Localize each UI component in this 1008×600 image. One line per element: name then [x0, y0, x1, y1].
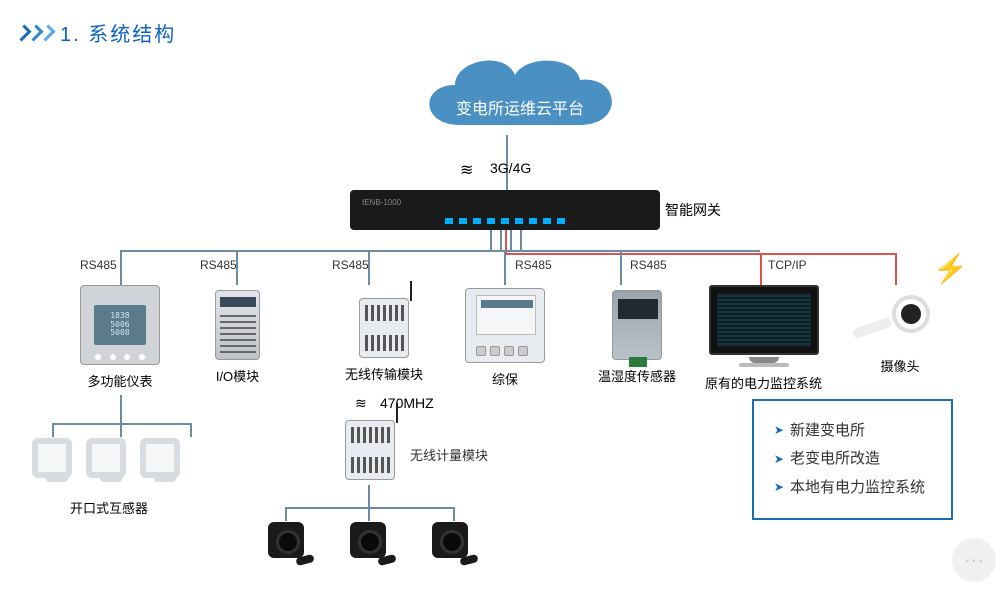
cloud-label: 变电所运维云平台 — [410, 95, 630, 119]
smart-gateway: IENB-1000 — [350, 190, 660, 230]
device-label: 多功能仪表 — [87, 371, 152, 390]
wifi-icon: ≋ — [355, 395, 367, 412]
sub-wireless-label: 无线计量模块 — [410, 445, 488, 464]
drop-line-alt — [895, 253, 897, 285]
list-item: ➤新建变电所 — [774, 417, 925, 446]
transformer-label: 开口式互感器 — [70, 498, 148, 517]
device-meter: 1838 5006 5008 多功能仪表 — [80, 285, 160, 390]
device-label: 温湿度传感器 — [598, 366, 676, 385]
device-monitor-system: 原有的电力监控系统 — [705, 285, 822, 392]
ct-drop — [52, 423, 54, 437]
chevron-icon-group — [18, 26, 52, 40]
list-item: ➤老变电所改造 — [774, 445, 925, 474]
sub-drop — [368, 485, 370, 507]
meter-drop — [120, 395, 122, 423]
device-label: 无线传输模块 — [345, 364, 423, 383]
page-header: 1. 系统结构 — [18, 18, 176, 47]
gateway-brand-label: IENB-1000 — [362, 198, 401, 207]
protocol-label: TCP/IP — [768, 258, 807, 272]
meter-readout: 5008 — [110, 329, 129, 338]
protocol-label: RS485 — [332, 258, 369, 272]
freq-label: 470MHZ — [380, 395, 434, 411]
camera-lens-icon — [892, 295, 930, 333]
lightning-bolt-icon: ⚡ — [933, 252, 968, 285]
antenna-icon — [396, 403, 398, 423]
list-item: ➤本地有电力监控系统 — [774, 474, 925, 503]
drop-line-alt — [760, 253, 762, 285]
current-transformer-row — [32, 438, 180, 478]
device-label: 综保 — [492, 369, 518, 388]
gateway-drop — [510, 230, 512, 250]
use-case-list: ➤新建变电所 ➤老变电所改造 ➤本地有电力监控系统 — [752, 399, 953, 521]
drop-line — [120, 250, 122, 285]
uplink-protocol-label: 3G/4G — [490, 160, 531, 176]
device-temp-humidity-sensor: 温湿度传感器 — [598, 290, 676, 385]
gateway-drop — [490, 230, 492, 250]
drop-line — [620, 250, 622, 285]
device-label: I/O模块 — [216, 366, 259, 385]
drop-line — [504, 250, 506, 285]
device-io-module: I/O模块 — [215, 290, 260, 385]
black-sensor-row — [268, 522, 468, 558]
bs-drop — [368, 507, 370, 521]
clamp-sensor-icon — [350, 522, 386, 558]
chevron-right-icon — [39, 24, 56, 41]
device-label: 摄像头 — [880, 356, 919, 375]
arrow-bullet-icon: ➤ — [774, 448, 784, 471]
clamp-sensor-icon — [268, 522, 304, 558]
wifi-icon: ≋ — [460, 160, 473, 180]
gateway-drop — [520, 230, 522, 250]
device-wireless-metering — [345, 420, 395, 480]
gateway-label: 智能网关 — [665, 200, 721, 220]
ct-drop — [190, 423, 192, 437]
clamp-sensor-icon — [432, 522, 468, 558]
current-transformer-icon — [140, 438, 180, 478]
monitor-screen-icon — [709, 285, 819, 355]
watermark-icon: ⋯ — [952, 538, 996, 582]
bus-line — [120, 250, 760, 252]
ct-bus — [52, 423, 192, 425]
current-transformer-icon — [32, 438, 72, 478]
bus-line-alt — [505, 253, 895, 255]
cloud-platform: 变电所运维云平台 — [410, 45, 630, 150]
bs-drop — [453, 507, 455, 521]
bs-drop — [285, 507, 287, 521]
protocol-label: RS485 — [630, 258, 667, 272]
device-camera: 摄像头 — [870, 295, 930, 375]
current-transformer-icon — [86, 438, 126, 478]
protocol-label: RS485 — [515, 258, 552, 272]
device-label: 原有的电力监控系统 — [705, 373, 822, 392]
sub-bus — [285, 507, 455, 509]
protocol-label: RS485 — [80, 258, 117, 272]
protocol-label: RS485 — [200, 258, 237, 272]
arrow-bullet-icon: ➤ — [774, 419, 784, 442]
device-protection-relay: 综保 — [465, 288, 545, 388]
ct-drop — [120, 423, 122, 437]
page-title: 1. 系统结构 — [60, 18, 176, 47]
device-wireless-module: 无线传输模块 — [345, 298, 423, 383]
gateway-drop — [500, 230, 502, 250]
antenna-icon — [410, 281, 412, 301]
meter-screen: 1838 5006 5008 — [94, 305, 146, 345]
arrow-bullet-icon: ➤ — [774, 476, 784, 499]
